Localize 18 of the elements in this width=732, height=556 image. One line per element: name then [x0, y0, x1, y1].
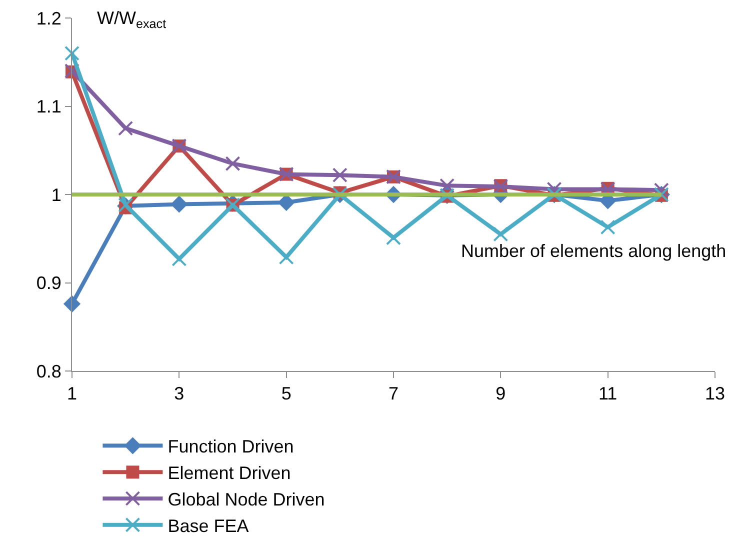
y-axis-title: W/W$_{exact}$	[97, 8, 167, 31]
y-tick-label: 1.2	[36, 8, 62, 28]
x-tick-label: 9	[496, 384, 506, 404]
x-tick-label: 5	[281, 384, 292, 404]
x-tick-label: 1	[66, 384, 78, 404]
legend-label: Base FEA	[168, 516, 249, 536]
x-tick-label: 13	[704, 384, 726, 404]
x-tick-label: 7	[388, 384, 399, 404]
x-tick-label: 3	[174, 384, 184, 404]
y-tick-label: 1.1	[36, 96, 62, 117]
x-axis-title: Number of elements along length	[461, 241, 726, 261]
y-tick-label: 0.8	[36, 361, 62, 382]
y-tick-label: 1	[51, 184, 62, 205]
x-tick-label: 11	[598, 384, 618, 404]
legend-label: Global Node Driven	[168, 490, 325, 510]
legend-label: Function Driven	[168, 436, 294, 457]
legend-label: Element Driven	[168, 463, 291, 484]
y-tick-label: 0.9	[36, 273, 62, 294]
